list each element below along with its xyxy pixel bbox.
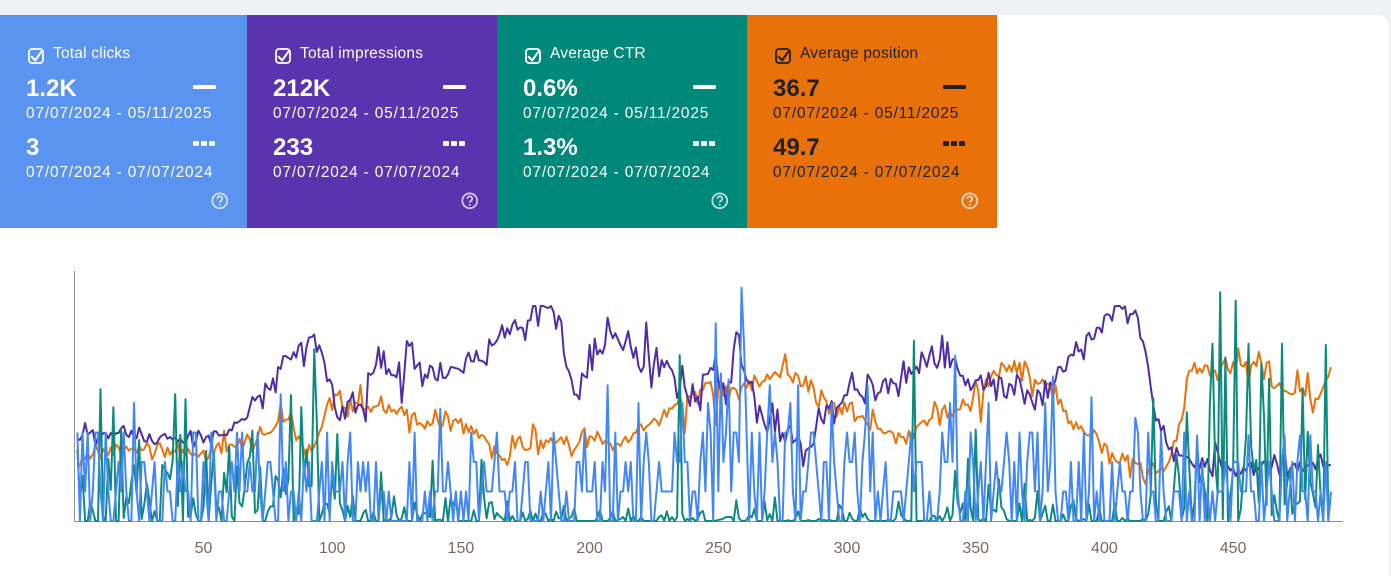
svg-text:100: 100 bbox=[319, 540, 346, 557]
svg-text:350: 350 bbox=[962, 540, 989, 557]
svg-text:450: 450 bbox=[1220, 540, 1247, 557]
svg-text:50: 50 bbox=[195, 540, 213, 557]
svg-text:400: 400 bbox=[1091, 540, 1118, 557]
svg-text:150: 150 bbox=[448, 540, 475, 557]
svg-text:200: 200 bbox=[576, 540, 603, 557]
svg-text:300: 300 bbox=[834, 540, 861, 557]
svg-text:250: 250 bbox=[705, 540, 732, 557]
